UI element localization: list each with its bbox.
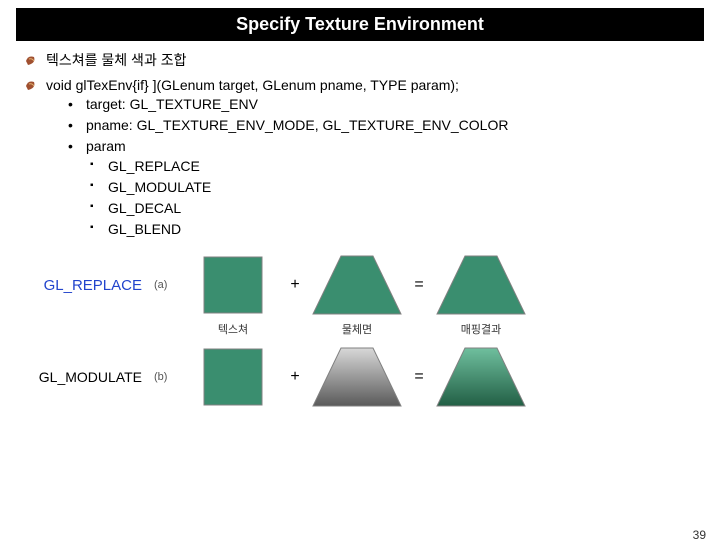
figure-row-b: GL_MODULATE (b) +	[24, 343, 696, 411]
row-b-label: GL_MODULATE	[24, 369, 154, 385]
eq-b: =	[406, 368, 432, 386]
figure-row-a: GL_REPLACE (a) + =	[24, 251, 696, 319]
square-icon: ▪	[90, 220, 108, 236]
caption-surface: 물체면	[308, 321, 406, 337]
content-area: 텍스쳐를 물체 색과 조합 void glTexEnv{if} ](GLenum…	[0, 51, 720, 411]
figure-captions: 텍스쳐 물체면 매핑결과	[184, 321, 696, 337]
leaf-icon	[24, 53, 38, 67]
bullet-2: void glTexEnv{if} ](GLenum target, GLenu…	[24, 76, 696, 241]
param-modulate: ▪ GL_MODULATE	[90, 178, 508, 197]
param-decal: ▪ GL_DECAL	[90, 199, 508, 218]
caption-texture: 텍스쳐	[184, 321, 282, 337]
bullet-2-block: void glTexEnv{if} ](GLenum target, GLenu…	[46, 76, 508, 241]
sub-target: • target: GL_TEXTURE_ENV	[68, 95, 508, 114]
row-b-surface	[308, 345, 406, 409]
sub-list: • target: GL_TEXTURE_ENV • pname: GL_TEX…	[68, 95, 508, 239]
row-a-label: GL_REPLACE	[24, 277, 154, 294]
eq-a: =	[406, 276, 432, 294]
bullet-2-text: void glTexEnv{if} ](GLenum target, GLenu…	[46, 76, 508, 95]
param-decal-text: GL_DECAL	[108, 199, 181, 218]
disc-icon: •	[68, 95, 86, 114]
param-values: ▪ GL_REPLACE ▪ GL_MODULATE ▪ GL_DECAL ▪ …	[90, 157, 508, 239]
sub-pname-text: pname: GL_TEXTURE_ENV_MODE, GL_TEXTURE_E…	[86, 116, 508, 135]
param-replace-text: GL_REPLACE	[108, 157, 200, 176]
plus-a: +	[282, 276, 308, 294]
row-b-letter: (b)	[154, 371, 184, 383]
plus-b: +	[282, 368, 308, 386]
sub-pname: • pname: GL_TEXTURE_ENV_MODE, GL_TEXTURE…	[68, 116, 508, 135]
caption-result: 매핑결과	[432, 321, 530, 337]
bullet-1-text: 텍스쳐를 물체 색과 조합	[46, 51, 186, 70]
figures-area: GL_REPLACE (a) + = 텍스쳐	[24, 251, 696, 411]
disc-icon: •	[68, 116, 86, 135]
square-icon: ▪	[90, 178, 108, 194]
sub-param-text: param	[86, 137, 126, 156]
row-a-surface	[308, 253, 406, 317]
param-modulate-text: GL_MODULATE	[108, 178, 211, 197]
row-a-texture	[184, 253, 282, 317]
param-blend-text: GL_BLEND	[108, 220, 181, 239]
row-a-letter: (a)	[154, 279, 184, 291]
param-blend: ▪ GL_BLEND	[90, 220, 508, 239]
square-icon: ▪	[90, 157, 108, 173]
row-b-texture	[184, 345, 282, 409]
title-text: Specify Texture Environment	[236, 14, 484, 34]
param-replace: ▪ GL_REPLACE	[90, 157, 508, 176]
bullet-1: 텍스쳐를 물체 색과 조합	[24, 51, 696, 70]
title-bar: Specify Texture Environment	[16, 8, 704, 41]
row-a-result	[432, 253, 530, 317]
disc-icon: •	[68, 137, 86, 156]
leaf-icon	[24, 78, 38, 92]
row-b-result	[432, 345, 530, 409]
square-icon: ▪	[90, 199, 108, 215]
sub-param: • param	[68, 137, 508, 156]
sub-target-text: target: GL_TEXTURE_ENV	[86, 95, 258, 114]
